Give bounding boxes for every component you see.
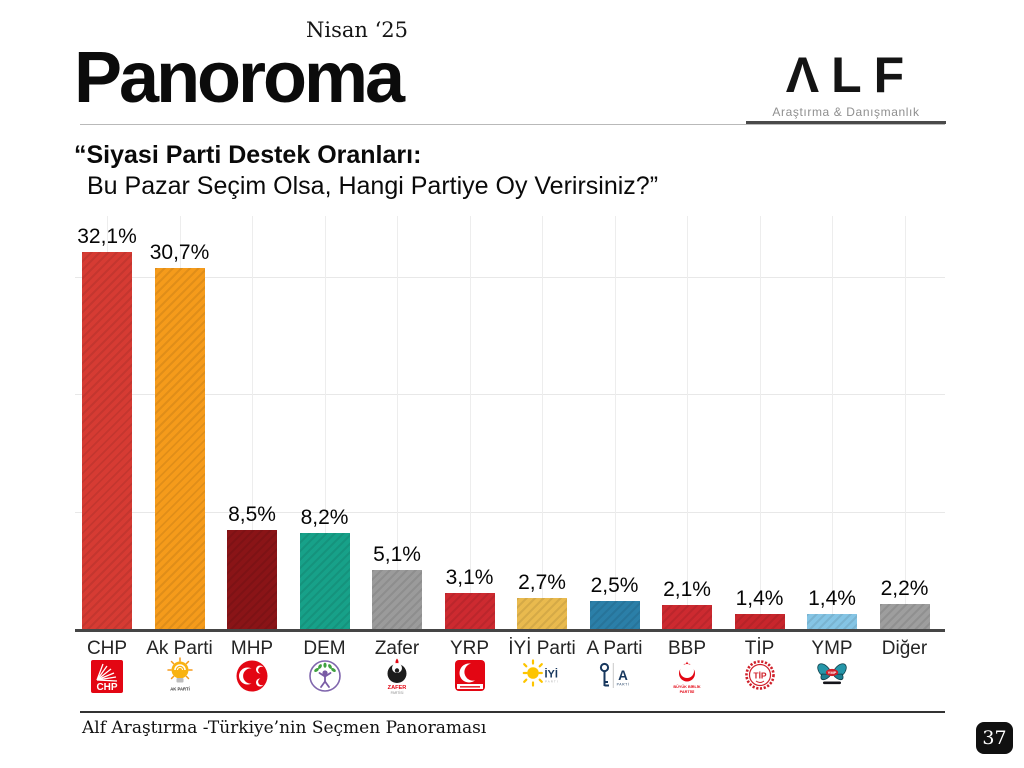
bar-value-label: 32,1% bbox=[77, 224, 137, 248]
bar-value-label: 8,2% bbox=[300, 506, 349, 530]
chart-title: “Siyasi Parti Destek Oranları: Bu Pazar … bbox=[74, 140, 658, 202]
title-line-1: “Siyasi Parti Destek Oranları: bbox=[74, 141, 422, 169]
svg-text:PARTİSİ: PARTİSİ bbox=[391, 690, 404, 695]
svg-text:A: A bbox=[618, 668, 628, 683]
bar-dem bbox=[299, 533, 350, 630]
gridline-vertical bbox=[252, 216, 253, 630]
bar-value-label: 2,2% bbox=[880, 577, 929, 601]
bar-category-label: YMP bbox=[811, 638, 853, 659]
mhp-logo-icon bbox=[230, 657, 274, 699]
gridline-vertical bbox=[469, 216, 471, 630]
gridline-horizontal bbox=[75, 512, 945, 514]
bar-value-label: 8,5% bbox=[228, 502, 276, 526]
brand-logo: Panoroma bbox=[74, 38, 405, 118]
svg-text:BÜYÜK BİRLİK: BÜYÜK BİRLİK bbox=[673, 684, 700, 689]
gridline-vertical bbox=[324, 216, 326, 630]
bar-category-label: YRP bbox=[449, 638, 490, 659]
svg-text:PARTİ: PARTİ bbox=[545, 679, 559, 684]
agency-divider bbox=[746, 121, 946, 124]
bar-zafer bbox=[372, 569, 422, 630]
yrp-logo-icon bbox=[448, 657, 492, 699]
iyi-logo-icon: İYİ PARTİ bbox=[520, 657, 564, 699]
chp-logo-icon: CHP bbox=[91, 660, 123, 693]
akparti-logo-icon: AK PARTİ bbox=[166, 657, 193, 692]
yrp-logo-icon bbox=[454, 660, 485, 691]
bar-mhp bbox=[227, 529, 277, 630]
bar-tip bbox=[734, 613, 785, 630]
bar-category-label: MHP bbox=[230, 638, 274, 659]
bar-value-label: 2,5% bbox=[590, 573, 639, 597]
aparti-logo-icon: A PARTİ bbox=[599, 662, 629, 688]
akparti-logo-icon: AK PARTİ bbox=[158, 657, 202, 699]
bar-value-label: 2,7% bbox=[518, 571, 566, 595]
gridline-vertical bbox=[614, 216, 616, 630]
gridline-horizontal bbox=[75, 394, 945, 396]
footer-divider bbox=[80, 711, 945, 713]
zafer-logo-icon: ZAFER PARTİSİ bbox=[375, 657, 419, 699]
bbp-logo-icon: BÜYÜK BİRLİK PARTİSİ bbox=[673, 661, 701, 694]
gridline-vertical bbox=[904, 216, 906, 630]
svg-text:PARTİ: PARTİ bbox=[616, 682, 629, 687]
svg-text:YMP: YMP bbox=[828, 670, 837, 675]
chart-baseline bbox=[75, 629, 945, 632]
dem-logo-icon bbox=[303, 657, 347, 699]
bar-diger bbox=[879, 604, 930, 630]
gridline-horizontal bbox=[75, 276, 945, 278]
bar-value-label: 1,4% bbox=[735, 586, 784, 610]
bar-category-label: DEM bbox=[303, 638, 346, 659]
gridline-vertical bbox=[832, 216, 833, 630]
bar-category-label: CHP bbox=[86, 638, 128, 659]
bar-value-label: 1,4% bbox=[808, 586, 856, 610]
bar-value-label: 3,1% bbox=[445, 566, 494, 590]
ymp-logo-icon: YMP bbox=[817, 663, 847, 685]
title-line-2: Bu Pazar Seçim Olsa, Hangi Partiye Oy Ve… bbox=[87, 172, 659, 200]
bar-aparti bbox=[589, 600, 640, 630]
bar-category-label: BBP bbox=[667, 638, 707, 659]
alf-logo: ΛLF bbox=[785, 47, 917, 103]
gridline-vertical bbox=[397, 216, 398, 630]
bar-value-label: 2,1% bbox=[663, 578, 711, 602]
bbp-logo-icon: BÜYÜK BİRLİK PARTİSİ bbox=[665, 657, 709, 699]
page-number-badge: 37 bbox=[976, 722, 1013, 754]
gridline-vertical bbox=[542, 216, 543, 630]
svg-text:ZAFER: ZAFER bbox=[388, 685, 407, 691]
bar-category-label: Diğer bbox=[881, 638, 928, 659]
bar-category-label: İYİ Parti bbox=[508, 638, 576, 659]
iyi-logo-icon: İYİ PARTİ bbox=[522, 659, 559, 687]
gridline-vertical bbox=[759, 216, 761, 630]
svg-text:İYİ: İYİ bbox=[545, 668, 558, 681]
bar-ymp bbox=[807, 613, 857, 630]
aparti-logo-icon: A PARTİ bbox=[593, 657, 637, 699]
svg-text:PARTİSİ: PARTİSİ bbox=[680, 690, 695, 694]
bar-yrp bbox=[444, 593, 495, 630]
bar-category-label: A Parti bbox=[586, 638, 643, 659]
bar-value-label: 5,1% bbox=[373, 542, 421, 566]
svg-text:CHP: CHP bbox=[96, 682, 117, 693]
dem-logo-icon bbox=[308, 660, 341, 692]
svg-text:TİP: TİP bbox=[753, 671, 767, 681]
bar-chp bbox=[82, 251, 132, 630]
tip-logo-icon: TİP bbox=[744, 660, 775, 690]
bar-value-label: 30,7% bbox=[149, 241, 210, 265]
agency-logo: ΛLF Araştırma & Danışmanlık bbox=[744, 50, 948, 119]
edition-date: Nisan ‘25 bbox=[306, 18, 408, 42]
bar-category-label: Zafer bbox=[374, 638, 420, 659]
bar-category-label: TİP bbox=[744, 638, 775, 659]
bar-bbp bbox=[662, 605, 712, 630]
footer-source: Alf Araştırma -Türkiye’nin Seçmen Panora… bbox=[82, 718, 487, 738]
mhp-logo-icon bbox=[236, 660, 268, 692]
bar-category-label: Ak Parti bbox=[146, 638, 213, 659]
tip-logo-icon: TİP bbox=[738, 657, 782, 699]
zafer-logo-icon: ZAFER PARTİSİ bbox=[387, 658, 407, 695]
header-divider bbox=[80, 124, 945, 125]
svg-text:AK PARTİ: AK PARTİ bbox=[170, 687, 189, 692]
gridline-vertical bbox=[687, 216, 688, 630]
bar-iyi bbox=[517, 598, 567, 630]
agency-tagline: Araştırma & Danışmanlık bbox=[772, 105, 920, 119]
ymp-logo-icon: YMP bbox=[810, 657, 854, 699]
bar-akparti bbox=[154, 268, 205, 630]
chp-logo-icon: CHP bbox=[85, 657, 129, 699]
